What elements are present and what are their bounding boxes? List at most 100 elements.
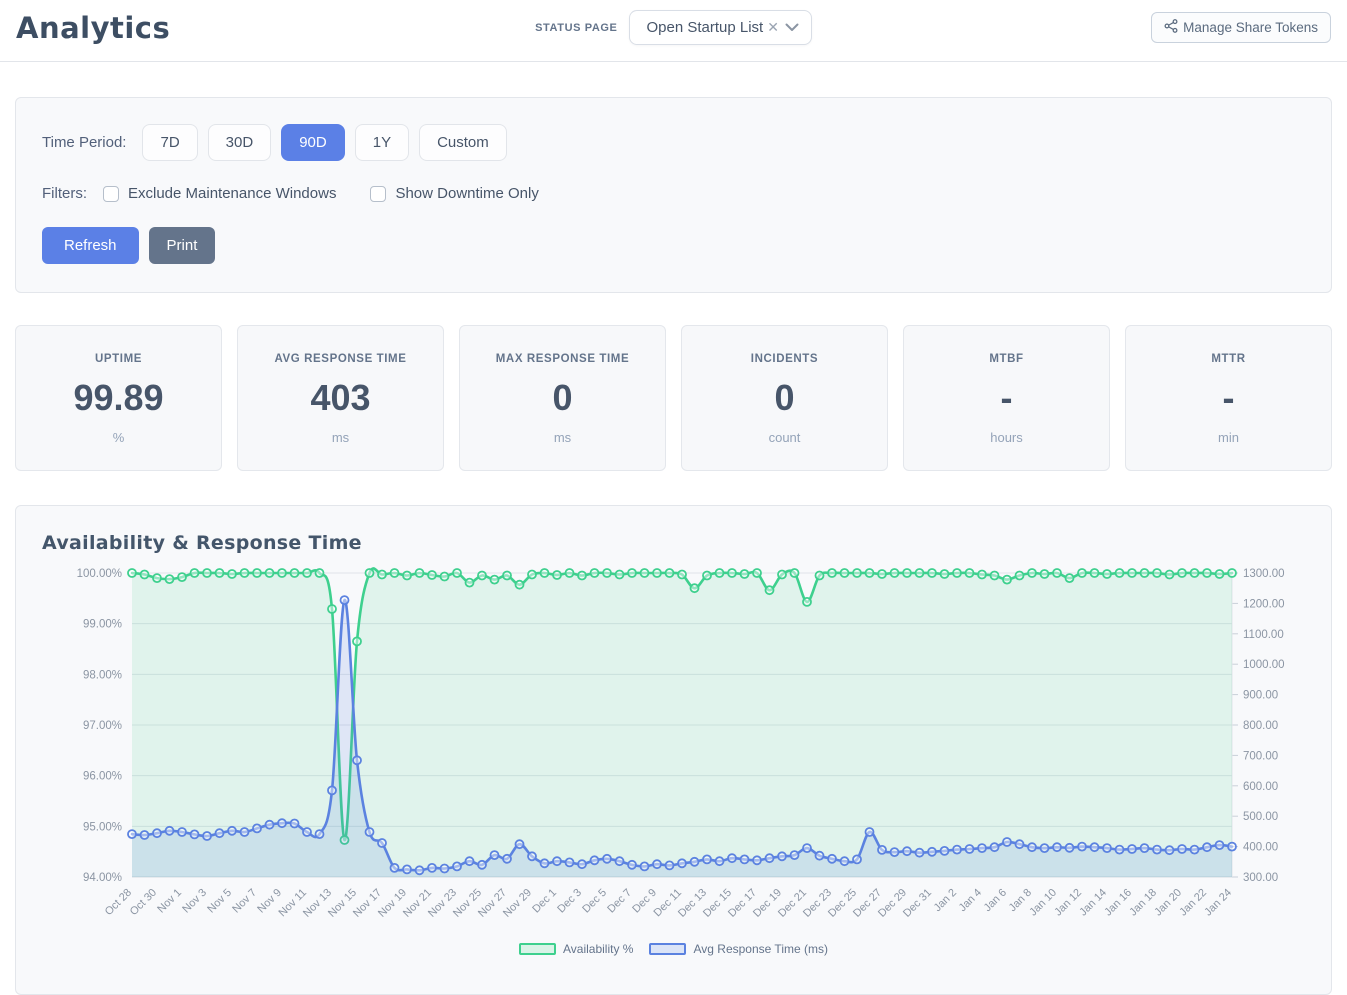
stat-unit: count [768, 430, 801, 445]
stat-unit: ms [331, 430, 350, 445]
clear-selection-icon[interactable]: ✕ [767, 19, 779, 35]
svg-text:500.00: 500.00 [1243, 811, 1278, 823]
stat-value: 0 [774, 377, 795, 418]
time-period-button-7d[interactable]: 7D [142, 124, 198, 161]
svg-text:1200.00: 1200.00 [1243, 598, 1285, 610]
chart-legend: Availability % Avg Response Time (ms) [40, 942, 1307, 956]
stat-card-uptime: UPTIME 99.89% [15, 325, 222, 471]
stat-value: 403 [310, 377, 371, 418]
stat-label: AVG RESPONSE TIME [274, 353, 407, 365]
svg-text:Nov 1: Nov 1 [155, 887, 184, 916]
svg-text:Nov 3: Nov 3 [180, 887, 209, 916]
stat-unit: % [112, 430, 125, 445]
availability-response-chart: 94.00% 95.00% 96.00% 97.00% 98.00% 99.00% 100.… [40, 564, 1307, 942]
svg-text:99.00%: 99.00% [83, 619, 122, 631]
stat-unit: ms [553, 430, 572, 445]
page-title: Analytics [16, 10, 171, 45]
legend-label: Availability % [563, 942, 634, 956]
stat-value: 0 [552, 377, 573, 418]
stat-value: 99.89 [73, 377, 164, 418]
status-page-label: STATUS PAGE [535, 21, 618, 34]
svg-text:900.00: 900.00 [1243, 690, 1278, 702]
time-period-label: Time Period: [42, 134, 127, 151]
svg-text:Jan 22: Jan 22 [1177, 887, 1209, 919]
chart-panel: Availability & Response Time 94.00% 95.00… [15, 505, 1332, 995]
svg-text:400.00: 400.00 [1243, 842, 1278, 854]
manage-share-tokens-button[interactable]: Manage Share Tokens [1151, 12, 1332, 43]
svg-text:Dec 7: Dec 7 [605, 887, 634, 916]
stat-label: MTBF [989, 353, 1024, 365]
chevron-down-icon[interactable] [785, 23, 799, 32]
time-period-button-90d[interactable]: 90D [281, 124, 345, 161]
stat-label: MTTR [1211, 353, 1246, 365]
stat-card-max-response-time: MAX RESPONSE TIME 0 ms [459, 325, 666, 471]
time-period-button-1y[interactable]: 1Y [354, 124, 410, 161]
stat-value: - [1000, 377, 1013, 418]
filter-panel: Time Period: 7D 30D 90D 1Y Custom Filters: E… [15, 97, 1332, 293]
svg-text:94.00%: 94.00% [83, 872, 122, 884]
checkbox-label: Exclude Maintenance Windows [128, 185, 337, 202]
svg-text:Jan 14: Jan 14 [1077, 887, 1109, 919]
svg-text:Jan 4: Jan 4 [957, 887, 985, 915]
stat-card-avg-response-time: AVG RESPONSE TIME 403 ms [237, 325, 444, 471]
svg-text:Jan 6: Jan 6 [982, 887, 1010, 915]
legend-item-0[interactable]: Availability % [519, 942, 633, 956]
legend-label: Avg Response Time (ms) [693, 942, 828, 956]
filter-checkbox-group-0: Exclude Maintenance Windows [103, 185, 336, 202]
svg-text:700.00: 700.00 [1243, 750, 1278, 762]
svg-text:Jan 2: Jan 2 [932, 887, 960, 915]
share-icon [1164, 19, 1178, 36]
svg-text:Oct 28: Oct 28 [103, 887, 134, 918]
time-period-button-30d[interactable]: 30D [207, 124, 272, 161]
svg-text:Nov 5: Nov 5 [205, 887, 234, 916]
checkbox[interactable] [370, 185, 387, 202]
status-page-selected-value: Open Startup List [646, 19, 764, 36]
svg-text:Dec 3: Dec 3 [555, 887, 584, 916]
svg-text:1000.00: 1000.00 [1243, 659, 1285, 671]
svg-text:97.00%: 97.00% [83, 720, 122, 732]
filter-checkboxes: Exclude Maintenance Windows Show Downtime… [103, 185, 573, 202]
stat-card-mttr: MTTR - min [1125, 325, 1332, 471]
svg-text:800.00: 800.00 [1243, 720, 1278, 732]
stat-card-incidents: INCIDENTS 0 count [681, 325, 888, 471]
svg-text:Jan 10: Jan 10 [1027, 887, 1059, 919]
stat-label: MAX RESPONSE TIME [495, 353, 630, 365]
refresh-button[interactable]: Refresh [42, 227, 139, 264]
svg-text:Dec 5: Dec 5 [580, 887, 609, 916]
status-page-select[interactable]: Open Startup List ✕ [629, 10, 812, 45]
stat-label: INCIDENTS [750, 353, 819, 365]
checkbox-label: Show Downtime Only [395, 185, 539, 202]
stat-label: UPTIME [94, 353, 143, 365]
stats-cards-row: UPTIME 99.89% AVG RESPONSE TIME 403 ms MAX RE… [15, 325, 1332, 471]
checkbox[interactable] [103, 185, 119, 202]
legend-item-1[interactable]: Avg Response Time (ms) [649, 942, 828, 956]
svg-text:95.00%: 95.00% [83, 821, 122, 833]
filter-checkbox-group-1: Show Downtime Only [370, 185, 539, 202]
svg-text:Jan 16: Jan 16 [1102, 887, 1134, 919]
stat-unit: hours [990, 430, 1023, 445]
stat-value: - [1222, 377, 1235, 418]
svg-text:600.00: 600.00 [1243, 781, 1278, 793]
svg-text:300.00: 300.00 [1243, 872, 1278, 884]
legend-swatch [649, 943, 687, 955]
svg-text:Nov 7: Nov 7 [230, 887, 259, 916]
svg-text:Oct 30: Oct 30 [128, 887, 159, 918]
svg-text:1300.00: 1300.00 [1243, 568, 1285, 580]
time-period-button-custom[interactable]: Custom [419, 124, 507, 161]
time-period-buttons: 7D 30D 90D 1Y Custom [142, 124, 507, 161]
svg-text:Jan 12: Jan 12 [1052, 887, 1084, 919]
svg-text:96.00%: 96.00% [83, 771, 122, 783]
print-button[interactable]: Print [148, 227, 216, 264]
svg-text:98.00%: 98.00% [83, 669, 122, 681]
legend-swatch [519, 943, 556, 955]
svg-text:100.00%: 100.00% [77, 568, 122, 580]
stat-card-mtbf: MTBF - hours [903, 325, 1110, 471]
stat-unit: min [1218, 430, 1239, 445]
svg-text:Nov 29: Nov 29 [501, 887, 534, 920]
svg-text:Jan 18: Jan 18 [1127, 887, 1159, 919]
svg-text:Dec 31: Dec 31 [901, 887, 934, 920]
app-header: Analytics STATUS PAGE Open Startup List … [0, 0, 1347, 62]
manage-share-tokens-label: Manage Share Tokens [1183, 20, 1319, 35]
svg-text:1100.00: 1100.00 [1243, 629, 1284, 641]
chart-title: Availability & Response Time [42, 532, 362, 554]
